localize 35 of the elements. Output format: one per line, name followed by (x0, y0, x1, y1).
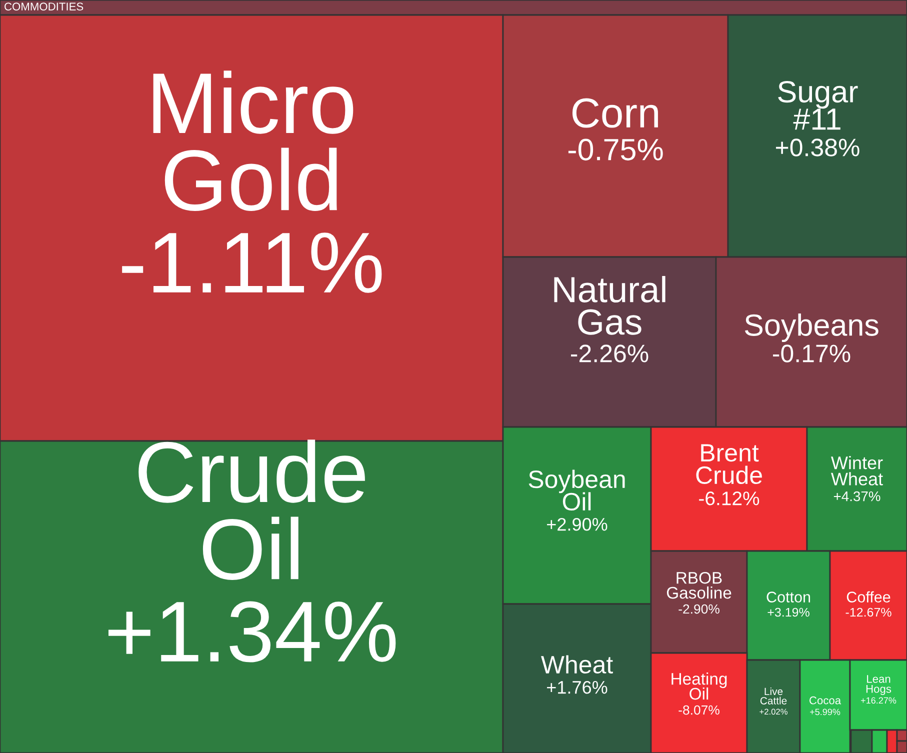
data-label: -0.75% (568, 138, 663, 160)
data-label: -1.11% (122, 232, 382, 293)
data-label: +2.02% (760, 708, 788, 715)
data-label: +5.99% (810, 708, 840, 716)
category-label: Winter Wheat (830, 456, 883, 486)
category-label: Micro Gold (153, 70, 354, 211)
category-label: Live Cattle (760, 687, 787, 704)
category-label: Coffee (846, 591, 890, 602)
data-label: +1.34% (108, 601, 396, 662)
text: COMMODITIES (4, 2, 84, 10)
data-label: -2.26% (571, 344, 648, 362)
category-label: Lean Hogs (866, 675, 892, 695)
data-label: +1.76% (547, 680, 608, 694)
category-label: Wheat (540, 655, 613, 674)
category-label: Corn (572, 98, 658, 128)
data-label: -6.12% (699, 492, 760, 506)
category-label: Natural Gas (554, 276, 666, 335)
data-label: -12.67% (846, 608, 892, 617)
category-label: Heating Oil (672, 672, 727, 700)
data-label: -0.17% (773, 344, 850, 362)
category-label: Cocoa (810, 696, 842, 704)
data-label: +2.90% (547, 518, 608, 531)
category-label: Soybeans (744, 314, 878, 342)
category-label: Soybean Oil (528, 470, 625, 511)
category-label: RBOB Gasoline (666, 572, 732, 599)
category-label: Sugar #11 (778, 80, 858, 130)
data-label: +4.37% (834, 491, 880, 502)
data-label: +0.38% (776, 138, 860, 156)
data-label: -2.90% (678, 604, 720, 614)
data-label: +16.27% (860, 697, 896, 704)
category-label: Crude Oil (138, 440, 365, 580)
data-label: +3.19% (768, 608, 810, 617)
data-label: -8.07% (678, 705, 720, 715)
category-label: Cotton (766, 592, 810, 602)
category-label: Brent Crude (696, 444, 762, 484)
